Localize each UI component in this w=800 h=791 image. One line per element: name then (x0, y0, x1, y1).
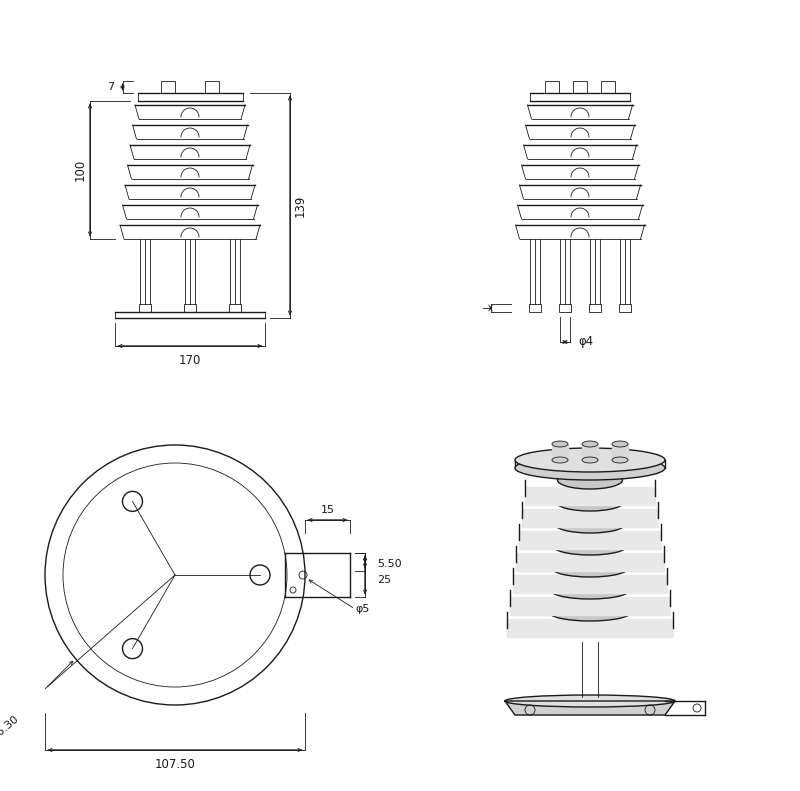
Text: φ146.30: φ146.30 (0, 713, 21, 751)
Bar (205, 81, 219, 93)
Ellipse shape (505, 695, 675, 707)
Bar (184, 304, 196, 312)
Polygon shape (507, 619, 673, 637)
Polygon shape (525, 487, 655, 505)
Ellipse shape (551, 575, 629, 593)
Ellipse shape (612, 441, 628, 447)
Text: 5.50: 5.50 (377, 559, 402, 569)
Ellipse shape (556, 509, 624, 527)
Ellipse shape (550, 597, 630, 615)
Ellipse shape (549, 619, 631, 637)
Bar (559, 304, 571, 312)
Text: 170: 170 (179, 354, 201, 366)
Ellipse shape (582, 441, 598, 447)
Ellipse shape (552, 441, 568, 447)
Polygon shape (552, 444, 568, 460)
Text: 107.50: 107.50 (154, 759, 195, 771)
Text: 139: 139 (294, 195, 306, 217)
Text: 7: 7 (107, 82, 114, 92)
Ellipse shape (553, 537, 627, 555)
Bar (139, 304, 151, 312)
Bar (229, 304, 241, 312)
Text: 100: 100 (74, 159, 86, 181)
Text: 15: 15 (321, 505, 334, 515)
Ellipse shape (556, 493, 624, 511)
Ellipse shape (551, 559, 629, 577)
Bar (529, 304, 541, 312)
Polygon shape (519, 531, 661, 549)
Ellipse shape (612, 457, 628, 463)
Polygon shape (522, 509, 658, 527)
Text: 25: 25 (377, 575, 391, 585)
Bar (589, 304, 601, 312)
Bar (619, 304, 631, 312)
Ellipse shape (558, 471, 622, 489)
Ellipse shape (554, 531, 626, 549)
Ellipse shape (550, 581, 630, 599)
Ellipse shape (515, 448, 665, 472)
Bar (545, 81, 559, 93)
Bar (161, 81, 175, 93)
Polygon shape (582, 444, 598, 460)
Polygon shape (510, 597, 670, 615)
Ellipse shape (553, 553, 627, 571)
Text: φ4: φ4 (578, 335, 593, 349)
Polygon shape (516, 553, 664, 571)
Bar (601, 81, 615, 93)
Ellipse shape (552, 457, 568, 463)
Ellipse shape (558, 487, 622, 505)
Ellipse shape (515, 456, 665, 480)
Ellipse shape (549, 603, 631, 621)
Polygon shape (612, 444, 628, 460)
Polygon shape (513, 575, 667, 593)
Bar (573, 81, 587, 93)
Ellipse shape (582, 457, 598, 463)
Polygon shape (505, 701, 675, 715)
Text: φ5: φ5 (355, 604, 370, 614)
Ellipse shape (554, 515, 626, 533)
